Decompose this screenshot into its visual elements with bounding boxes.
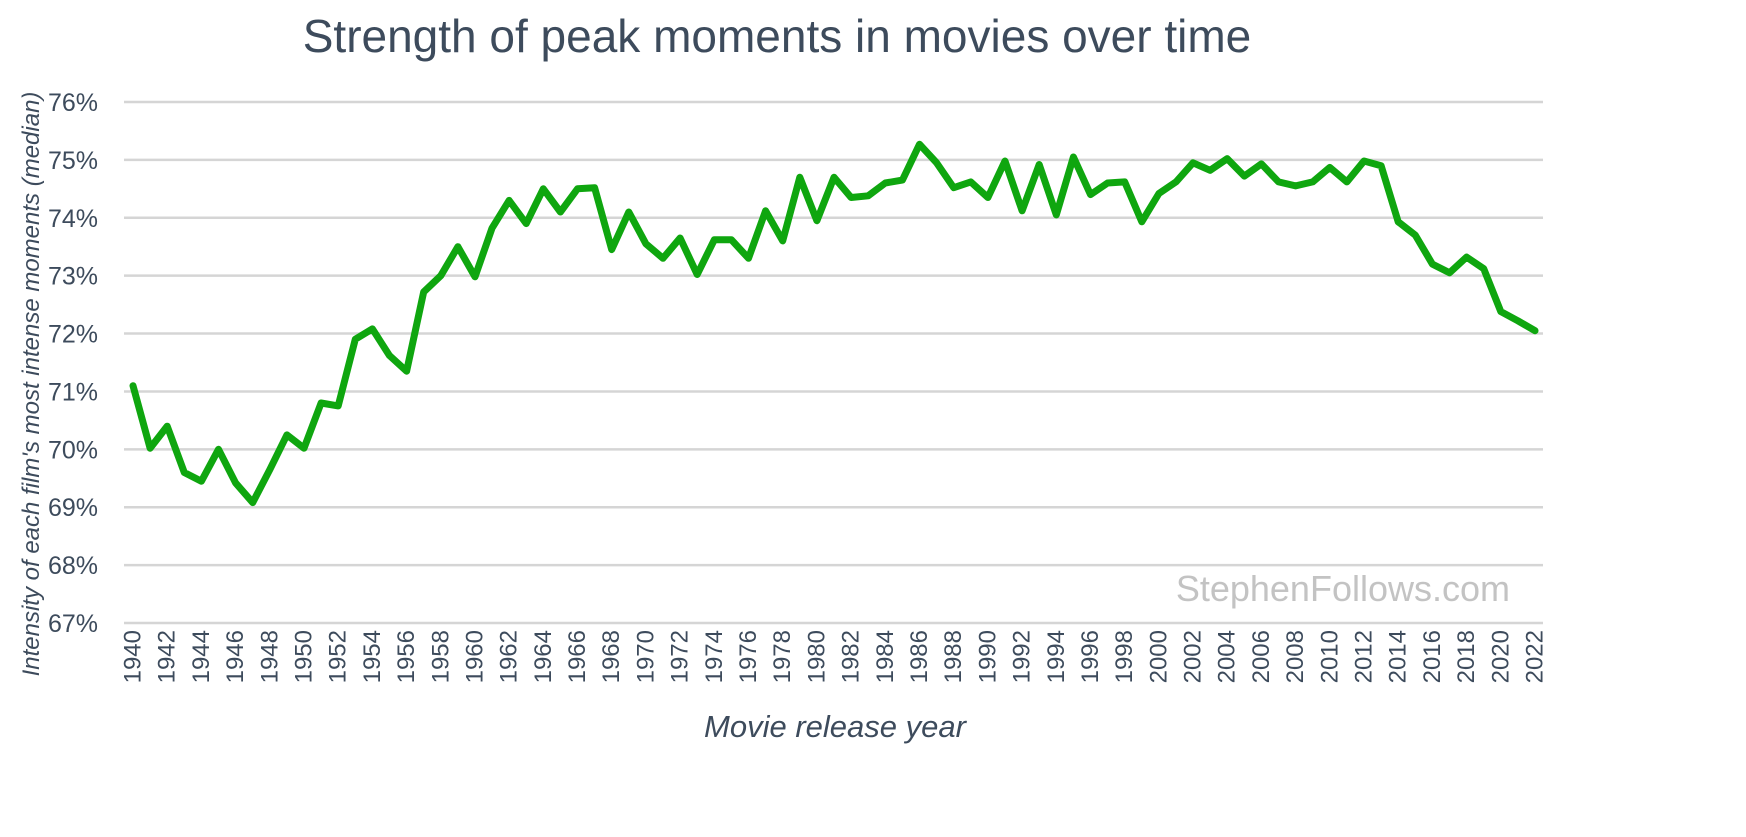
x-tick-label: 1968: [598, 630, 625, 683]
x-tick-label: 1958: [427, 630, 454, 683]
x-tick-label: 1946: [222, 630, 249, 683]
y-tick-label: 70%: [48, 436, 98, 464]
chart-title: Strength of peak moments in movies over …: [303, 10, 1252, 62]
x-tick-label: 1996: [1077, 630, 1104, 683]
x-tick-label: 1984: [872, 630, 899, 683]
x-tick-label: 1956: [393, 630, 420, 683]
x-tick-label: 2002: [1180, 630, 1207, 683]
watermark: StephenFollows.com: [1176, 568, 1510, 609]
x-tick-label: 1986: [906, 630, 933, 683]
x-axis-label: Movie release year: [704, 709, 968, 744]
x-tick-label: 1954: [359, 630, 386, 683]
x-axis-tick-labels: 1940 1942 1944 1946 1948 1950 1952 1954 1956 1958…: [120, 630, 1549, 683]
x-tick-label: 2020: [1487, 630, 1514, 683]
y-tick-label: 72%: [48, 321, 98, 349]
series-line: [129, 140, 1539, 507]
x-tick-label: 2016: [1419, 630, 1446, 683]
y-axis-tick-labels: 67% 68% 69% 70% 71% 72% 73% 74% 75% 76%: [48, 89, 98, 638]
x-tick-label: 1976: [735, 630, 762, 683]
y-tick-label: 73%: [48, 263, 98, 291]
x-tick-label: 1990: [974, 630, 1001, 683]
y-tick-label: 69%: [48, 494, 98, 522]
x-tick-label: 1992: [1009, 630, 1036, 683]
x-tick-label: 2010: [1316, 630, 1343, 683]
x-tick-label: 1944: [188, 630, 215, 683]
x-tick-label: 1940: [120, 630, 147, 683]
x-tick-label: 2018: [1453, 630, 1480, 683]
x-tick-label: 2014: [1385, 630, 1412, 683]
x-tick-label: 1942: [154, 630, 181, 683]
x-tick-label: 2000: [1145, 630, 1172, 683]
x-tick-label: 2006: [1248, 630, 1275, 683]
x-tick-label: 1952: [325, 630, 352, 683]
x-tick-label: 1962: [496, 630, 523, 683]
x-tick-label: 1974: [701, 630, 728, 683]
y-tick-label: 71%: [48, 378, 98, 406]
x-tick-label: 2004: [1214, 630, 1241, 683]
x-tick-label: 1960: [461, 630, 488, 683]
x-tick-label: 1982: [838, 630, 865, 683]
x-tick-label: 1970: [632, 630, 659, 683]
x-tick-label: 1972: [667, 630, 694, 683]
x-tick-label: 1978: [769, 630, 796, 683]
x-tick-label: 1948: [256, 630, 283, 683]
x-tick-label: 1988: [940, 630, 967, 683]
y-tick-label: 75%: [48, 147, 98, 175]
x-tick-label: 1950: [290, 630, 317, 683]
y-tick-label: 68%: [48, 552, 98, 580]
y-tick-label: 67%: [48, 610, 98, 638]
x-tick-label: 1964: [530, 630, 557, 683]
x-tick-label: 1980: [803, 630, 830, 683]
x-tick-label: 2008: [1282, 630, 1309, 683]
y-tick-label: 76%: [48, 89, 98, 117]
y-tick-label: 74%: [48, 205, 98, 233]
x-tick-label: 1994: [1043, 630, 1070, 683]
x-tick-label: 1998: [1111, 630, 1138, 683]
x-tick-label: 2022: [1522, 630, 1549, 683]
y-axis-label: Intensity of each film's most intense mo…: [18, 92, 45, 677]
x-tick-label: 1966: [564, 630, 591, 683]
x-tick-label: 2012: [1351, 630, 1378, 683]
